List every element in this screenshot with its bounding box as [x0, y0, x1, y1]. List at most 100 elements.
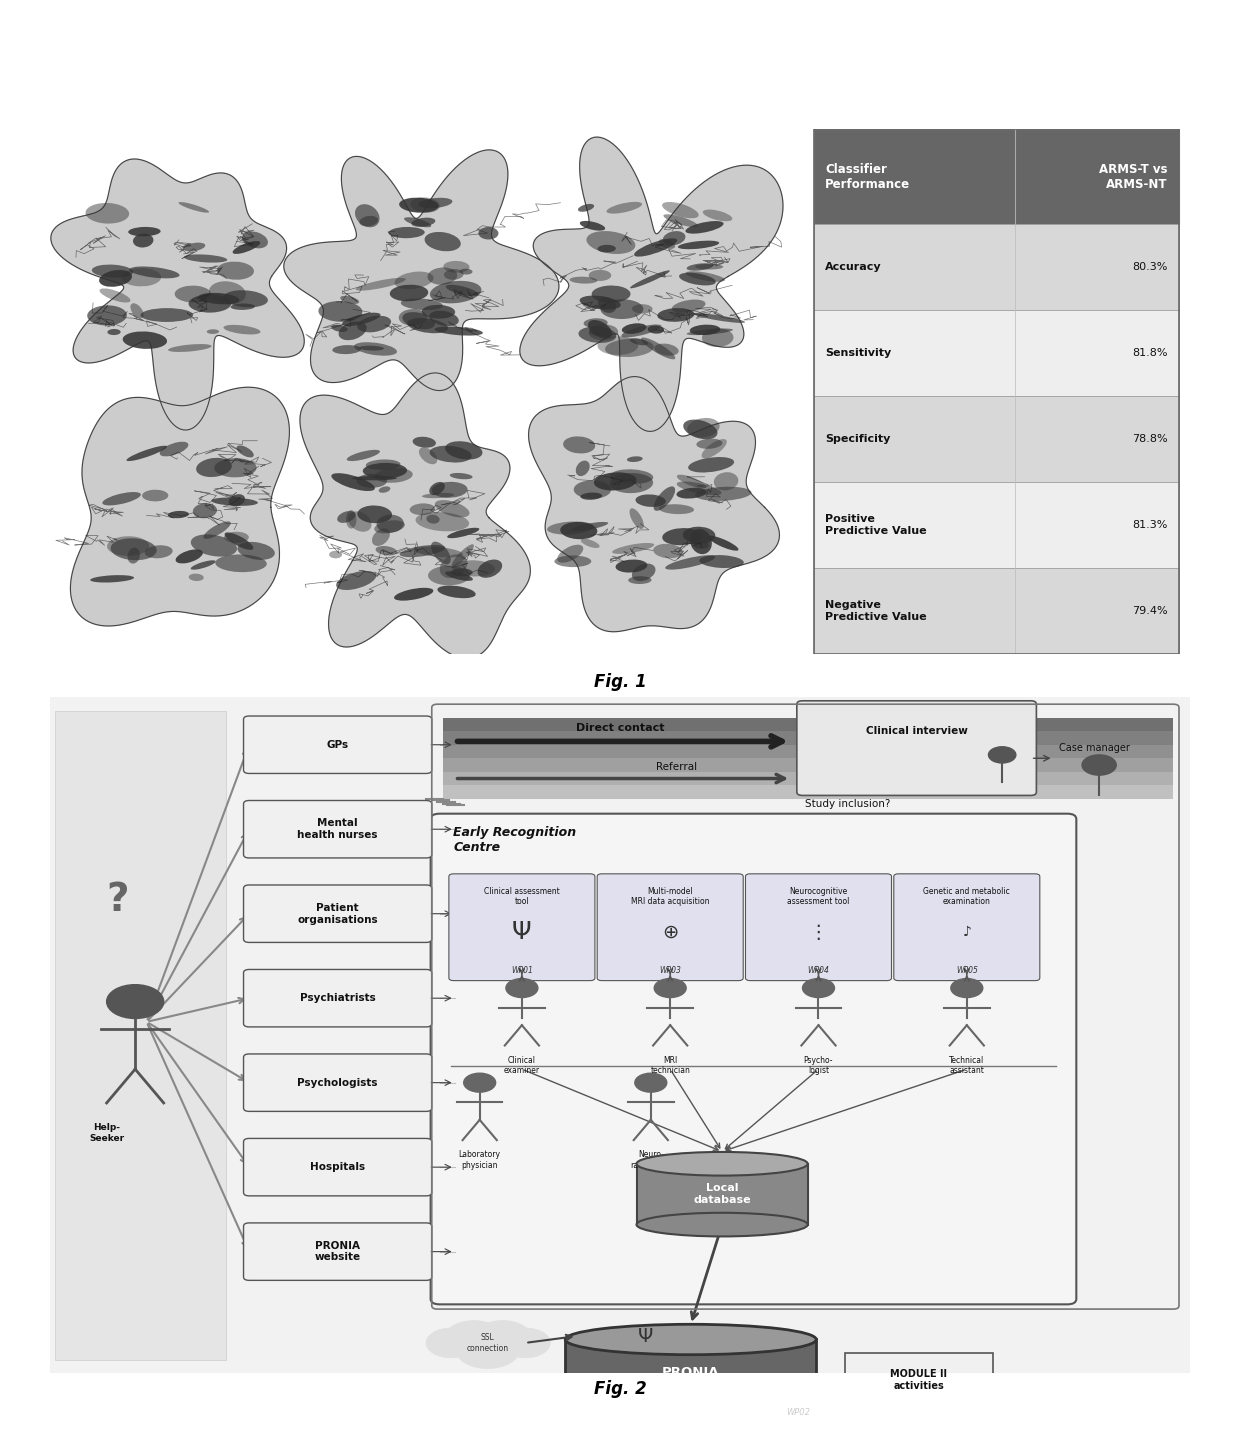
- Ellipse shape: [374, 467, 413, 483]
- Ellipse shape: [237, 542, 275, 559]
- Text: WP05: WP05: [956, 965, 978, 975]
- Polygon shape: [71, 387, 289, 626]
- Ellipse shape: [133, 233, 154, 247]
- Ellipse shape: [413, 437, 436, 447]
- Text: Direct contact: Direct contact: [575, 723, 665, 733]
- Circle shape: [500, 1329, 551, 1357]
- Text: Technical
assistant: Technical assistant: [949, 1055, 985, 1076]
- Ellipse shape: [208, 282, 246, 305]
- Ellipse shape: [429, 311, 459, 326]
- Ellipse shape: [143, 490, 169, 502]
- Ellipse shape: [477, 559, 502, 578]
- Ellipse shape: [653, 486, 675, 510]
- Text: Positive
Predictive Value: Positive Predictive Value: [826, 515, 928, 536]
- Ellipse shape: [598, 244, 616, 253]
- Ellipse shape: [129, 266, 180, 279]
- Text: WP03: WP03: [660, 965, 681, 975]
- Ellipse shape: [440, 554, 467, 578]
- Ellipse shape: [360, 216, 378, 226]
- Ellipse shape: [580, 493, 603, 500]
- Circle shape: [464, 1073, 496, 1091]
- Ellipse shape: [610, 469, 653, 483]
- Ellipse shape: [445, 441, 482, 460]
- Ellipse shape: [432, 482, 467, 498]
- Ellipse shape: [598, 336, 639, 355]
- Ellipse shape: [389, 285, 428, 302]
- Ellipse shape: [233, 242, 260, 255]
- FancyBboxPatch shape: [243, 1139, 432, 1196]
- Ellipse shape: [409, 503, 435, 515]
- Ellipse shape: [570, 522, 608, 531]
- Ellipse shape: [99, 270, 131, 286]
- Ellipse shape: [179, 203, 210, 213]
- FancyBboxPatch shape: [243, 1222, 432, 1280]
- Ellipse shape: [410, 197, 440, 213]
- Ellipse shape: [342, 312, 381, 326]
- FancyBboxPatch shape: [243, 801, 432, 858]
- Ellipse shape: [636, 1212, 807, 1237]
- Ellipse shape: [647, 325, 665, 334]
- Ellipse shape: [103, 492, 141, 505]
- Ellipse shape: [560, 522, 598, 539]
- Ellipse shape: [610, 473, 653, 493]
- Text: 78.8%: 78.8%: [1132, 434, 1168, 444]
- Ellipse shape: [217, 262, 254, 280]
- Ellipse shape: [126, 446, 167, 462]
- Ellipse shape: [689, 325, 720, 335]
- Text: Fig. 1: Fig. 1: [594, 673, 646, 692]
- Ellipse shape: [198, 293, 239, 305]
- Ellipse shape: [693, 313, 745, 324]
- Ellipse shape: [591, 286, 630, 303]
- Ellipse shape: [388, 227, 425, 239]
- Circle shape: [444, 1320, 503, 1356]
- Ellipse shape: [687, 418, 719, 437]
- Text: Early Recognition
Centre: Early Recognition Centre: [454, 825, 577, 854]
- Ellipse shape: [630, 508, 644, 529]
- Ellipse shape: [702, 439, 727, 459]
- Ellipse shape: [340, 296, 360, 303]
- Text: ♪: ♪: [962, 925, 971, 939]
- FancyBboxPatch shape: [243, 884, 432, 942]
- Ellipse shape: [394, 588, 433, 601]
- Ellipse shape: [224, 532, 253, 549]
- Text: Ψ: Ψ: [512, 920, 532, 945]
- Text: Patient
organisations: Patient organisations: [298, 903, 378, 925]
- Ellipse shape: [430, 280, 481, 303]
- Ellipse shape: [450, 568, 472, 577]
- Ellipse shape: [630, 270, 670, 289]
- FancyBboxPatch shape: [243, 716, 432, 774]
- Ellipse shape: [636, 1152, 807, 1176]
- FancyBboxPatch shape: [813, 224, 1179, 311]
- FancyBboxPatch shape: [449, 874, 595, 981]
- Text: MODULE II
activities: MODULE II activities: [890, 1369, 947, 1391]
- Ellipse shape: [627, 456, 642, 462]
- Text: Psychiatrists: Psychiatrists: [300, 994, 376, 1004]
- Circle shape: [456, 1330, 520, 1369]
- FancyBboxPatch shape: [443, 745, 1173, 758]
- Ellipse shape: [680, 273, 715, 285]
- Ellipse shape: [580, 539, 600, 548]
- FancyBboxPatch shape: [813, 129, 1179, 224]
- Ellipse shape: [589, 325, 619, 341]
- Ellipse shape: [86, 203, 129, 223]
- FancyBboxPatch shape: [894, 874, 1040, 981]
- Text: Accuracy: Accuracy: [826, 262, 882, 272]
- Ellipse shape: [683, 526, 715, 544]
- Ellipse shape: [356, 278, 405, 290]
- Ellipse shape: [569, 276, 598, 283]
- Text: 81.3%: 81.3%: [1132, 521, 1168, 531]
- Text: SSL
connection: SSL connection: [466, 1333, 508, 1353]
- Ellipse shape: [211, 498, 258, 506]
- Ellipse shape: [641, 338, 676, 360]
- Ellipse shape: [92, 265, 133, 278]
- Ellipse shape: [358, 345, 384, 351]
- Ellipse shape: [579, 326, 616, 342]
- Ellipse shape: [128, 227, 161, 236]
- Text: Specificity: Specificity: [826, 434, 890, 444]
- FancyBboxPatch shape: [443, 785, 1173, 800]
- Ellipse shape: [678, 240, 719, 249]
- Ellipse shape: [444, 269, 464, 280]
- Ellipse shape: [331, 325, 347, 332]
- Circle shape: [635, 1073, 667, 1091]
- Ellipse shape: [579, 296, 621, 309]
